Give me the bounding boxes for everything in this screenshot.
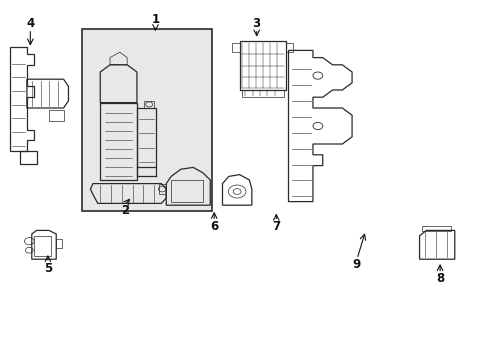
Bar — [285, 43, 293, 52]
Text: 5: 5 — [44, 262, 52, 275]
Bar — [421, 226, 450, 231]
Text: 9: 9 — [352, 258, 360, 271]
Bar — [242, 90, 283, 97]
Text: 6: 6 — [210, 220, 218, 233]
Bar — [82, 29, 211, 211]
Text: 2: 2 — [121, 204, 128, 217]
Bar — [239, 41, 285, 90]
Bar — [56, 239, 62, 248]
Bar — [34, 236, 51, 256]
Text: 3: 3 — [252, 17, 260, 30]
Bar — [232, 43, 239, 52]
Text: 7: 7 — [272, 220, 280, 233]
Text: 4: 4 — [26, 17, 34, 30]
Text: 8: 8 — [435, 273, 443, 285]
Bar — [171, 180, 203, 202]
Text: 1: 1 — [151, 13, 159, 26]
